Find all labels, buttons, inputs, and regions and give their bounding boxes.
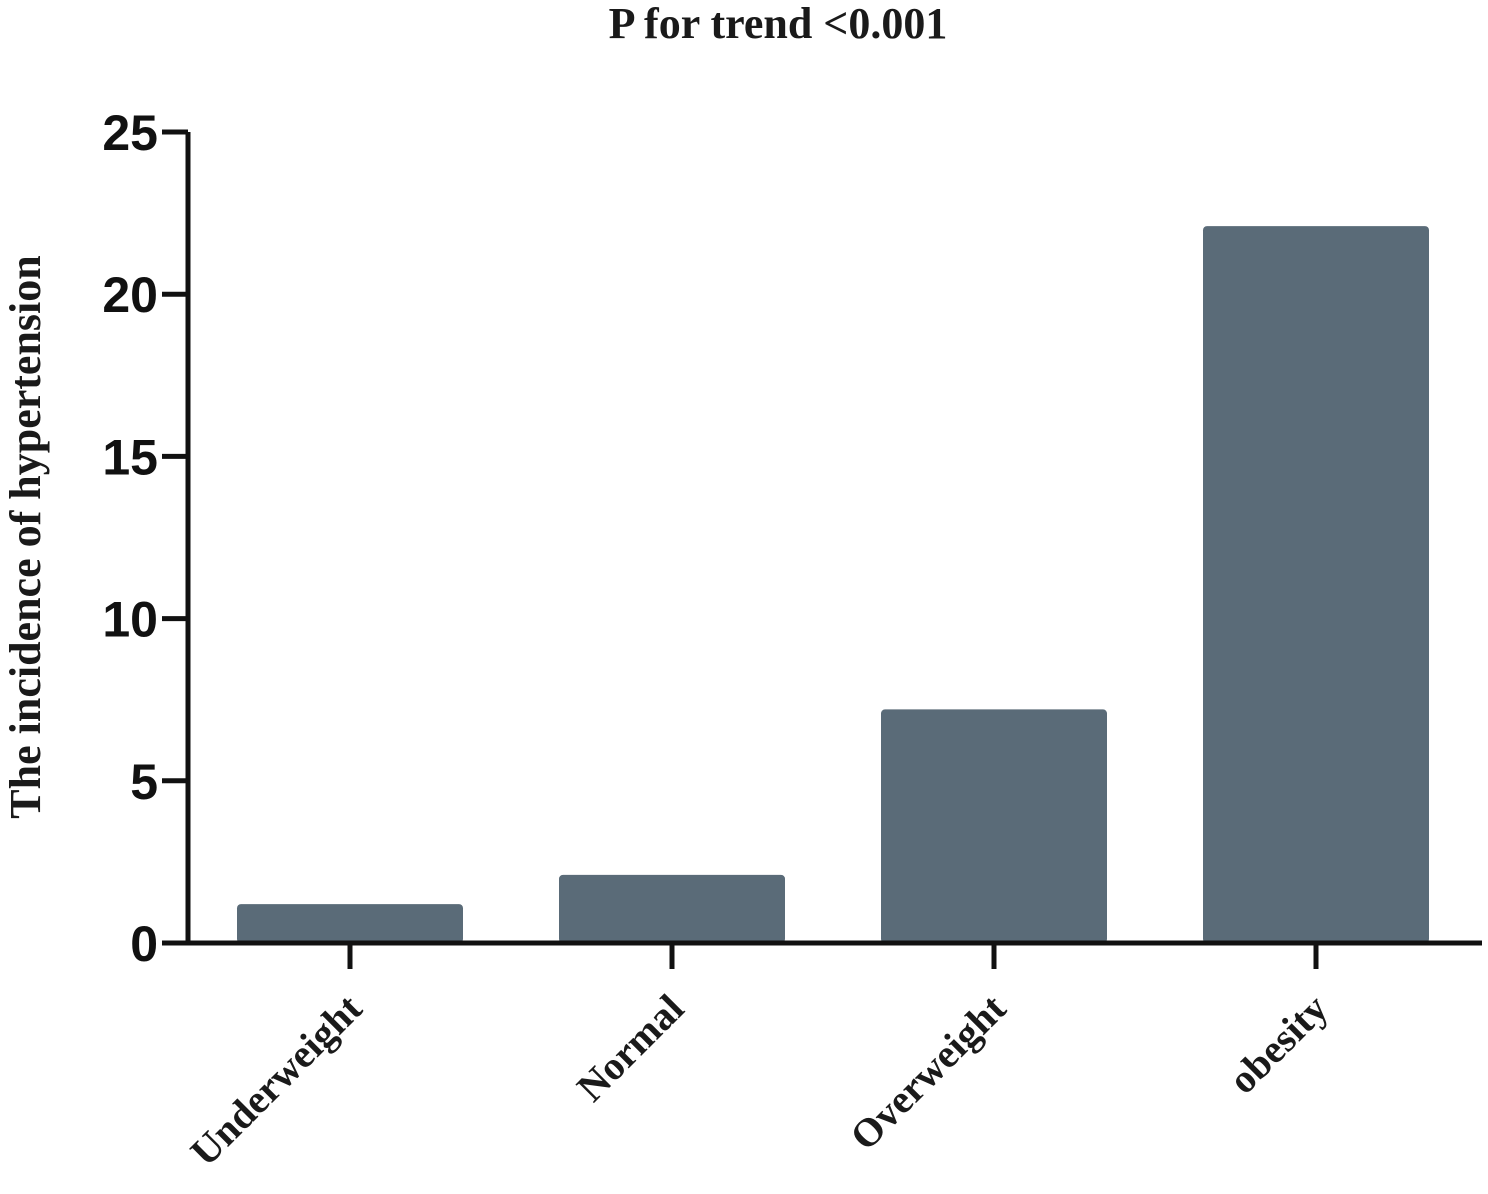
x-tick-label: Overweight — [841, 985, 1015, 1159]
y-tick-label: 10 — [102, 592, 158, 648]
bar-obesity — [1203, 226, 1429, 944]
chart-title: P for trend <0.001 — [609, 0, 948, 48]
bar-underweight — [237, 904, 463, 943]
y-ticks-group: 0 5 10 15 20 25 — [102, 105, 188, 972]
x-tick-label: Normal — [568, 986, 693, 1111]
bar-normal — [559, 874, 785, 943]
y-tick-label: 20 — [102, 267, 158, 323]
x-tick-label: Underweight — [181, 985, 370, 1174]
y-tick-label: 5 — [130, 754, 158, 810]
y-tick-label: 15 — [102, 429, 158, 485]
axes-group — [162, 132, 1482, 946]
y-axis-label: The incidence of hypertension — [1, 255, 50, 818]
x-tick-label: obesity — [1220, 986, 1337, 1103]
bar-overweight — [881, 709, 1107, 943]
x-ticks-group: Underweight Normal Overweight obesity — [181, 943, 1336, 1174]
y-tick-label: 25 — [102, 105, 158, 161]
y-tick-label: 0 — [130, 916, 158, 972]
bars-group — [237, 226, 1429, 944]
